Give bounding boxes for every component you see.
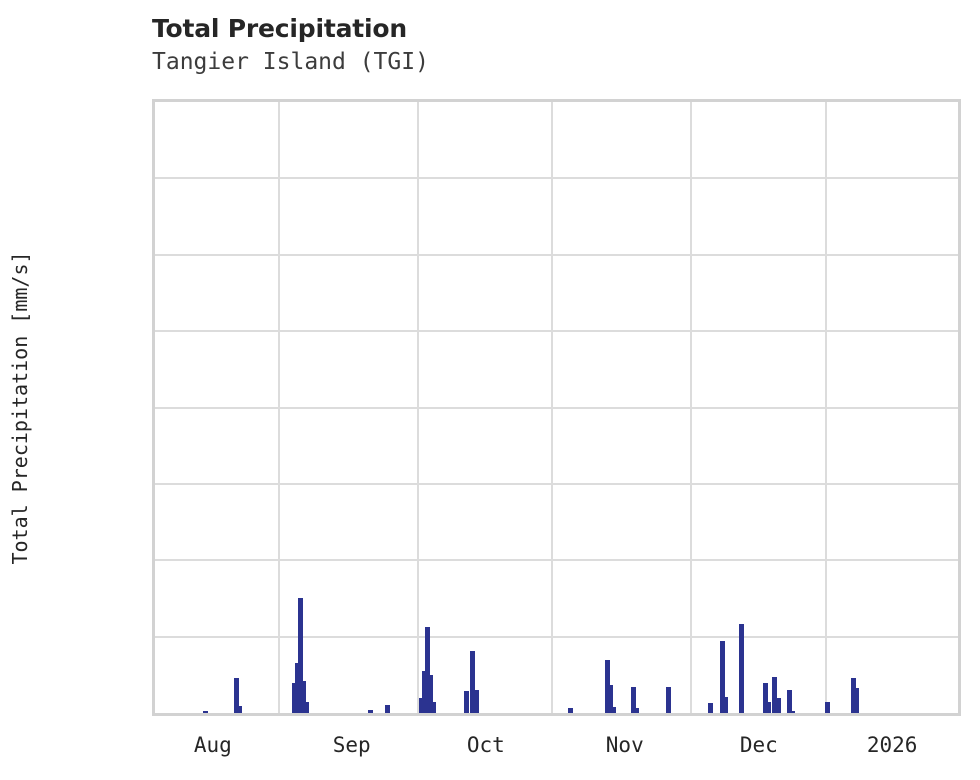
bar <box>631 687 637 713</box>
bar <box>431 701 437 713</box>
gridline-horizontal <box>155 559 958 562</box>
x-axis-tick-label: 2026 <box>866 733 918 757</box>
bar <box>384 704 390 713</box>
bar <box>611 706 616 713</box>
bar <box>604 660 610 713</box>
gridline-vertical <box>416 102 419 713</box>
bar <box>607 685 613 713</box>
title-block: Total Precipitation Tangier Island (TGI) <box>152 14 852 77</box>
x-axis-tick-label: Oct <box>466 733 505 757</box>
bar <box>301 680 307 713</box>
bar <box>786 690 792 713</box>
bar <box>666 687 672 713</box>
gridline-vertical <box>551 102 554 713</box>
bar <box>790 710 796 713</box>
bar <box>708 702 714 713</box>
bar <box>464 690 470 713</box>
bar <box>424 626 430 713</box>
bar <box>203 711 209 713</box>
x-axis-tick-label: Nov <box>605 733 644 757</box>
bar <box>762 683 768 713</box>
bar <box>427 674 433 713</box>
bar <box>473 690 479 713</box>
gridline-vertical <box>278 102 281 713</box>
bar <box>772 676 778 713</box>
gridline-horizontal <box>155 635 958 638</box>
bar <box>236 706 242 713</box>
gridline-horizontal <box>155 177 958 180</box>
page-title: Total Precipitation <box>152 14 407 43</box>
chart-subtitle: Tangier Island (TGI) <box>152 49 429 75</box>
bar <box>233 677 239 713</box>
plot-area <box>152 99 961 716</box>
x-axis-tick-label: Dec <box>739 733 778 757</box>
bar <box>854 688 860 713</box>
bar <box>825 701 831 713</box>
bar <box>720 641 726 713</box>
bar <box>419 697 425 713</box>
bar <box>723 696 729 713</box>
bar <box>775 697 781 713</box>
bar <box>738 624 744 713</box>
bar <box>304 701 310 713</box>
bar <box>851 677 857 713</box>
gridline-horizontal <box>155 330 958 333</box>
bar <box>292 683 298 713</box>
gridline-vertical <box>824 102 827 713</box>
gridline-vertical <box>690 102 693 713</box>
x-axis-tick-label: Aug <box>193 733 232 757</box>
gridline-horizontal <box>155 482 958 485</box>
gridline-horizontal <box>155 253 958 256</box>
x-axis-tick-label: Sep <box>332 733 371 757</box>
plot-inner <box>155 102 958 713</box>
gridline-horizontal <box>155 406 958 409</box>
bar <box>470 651 476 713</box>
bar <box>568 708 574 713</box>
bar <box>297 598 303 713</box>
y-axis-tick-labels: 0.0000.0020.0040.0060.0080.0100.0120.014… <box>0 0 140 780</box>
bar <box>367 709 373 713</box>
bar <box>765 701 771 713</box>
bar <box>634 708 640 713</box>
